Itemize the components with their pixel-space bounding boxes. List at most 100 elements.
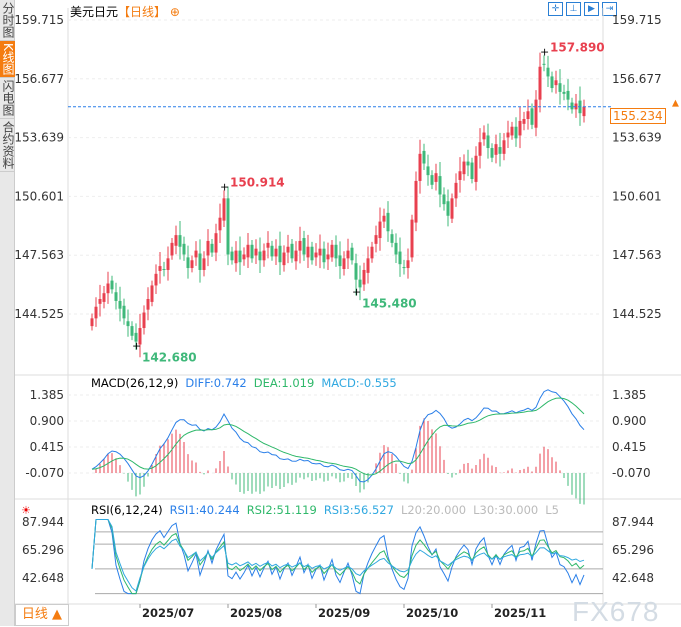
candle	[506, 132, 510, 138]
play-icon[interactable]: ▶	[584, 2, 599, 16]
tab-kline[interactable]: K线图	[0, 41, 15, 78]
candle	[478, 142, 482, 156]
candle	[374, 235, 378, 244]
candle	[318, 248, 322, 256]
extreme-marker: +	[352, 286, 361, 299]
candle	[170, 242, 174, 256]
add-compare-icon[interactable]: ⊕	[169, 5, 180, 19]
price-tick-right: 150.601	[612, 189, 662, 203]
candle	[142, 312, 146, 329]
macd-tick-left: 1.385	[30, 388, 64, 402]
candle	[366, 258, 370, 273]
candle	[418, 153, 422, 181]
dea-line	[91, 397, 585, 476]
candle	[434, 173, 438, 182]
date-label: 2025/08	[230, 606, 282, 620]
candle	[150, 285, 154, 302]
symbol-name: 美元日元	[70, 5, 119, 19]
candle	[130, 326, 134, 336]
candle	[474, 155, 478, 182]
candle	[234, 250, 238, 264]
candle	[190, 260, 194, 269]
macd-tick-left: 0.900	[30, 414, 64, 428]
candle	[346, 250, 350, 259]
rsi-tick-right: 42.648	[612, 571, 654, 585]
candle	[178, 235, 182, 247]
candle	[210, 243, 214, 253]
tab-contract-info[interactable]: 合约资料	[0, 119, 15, 172]
candle	[466, 161, 470, 166]
candle	[538, 66, 542, 100]
candle	[246, 244, 250, 258]
candle	[326, 254, 330, 260]
rsi1-line	[91, 519, 585, 595]
candle	[322, 248, 326, 263]
watermark: FX678	[572, 596, 660, 627]
tab-flash[interactable]: 闪电图	[0, 78, 15, 119]
candle	[438, 176, 442, 195]
macd-legend-2: DEA:1.019	[254, 376, 315, 390]
candle	[282, 252, 286, 266]
candle	[482, 132, 486, 140]
candle	[302, 238, 306, 255]
date-label: 2025/09	[318, 606, 370, 620]
candle	[350, 247, 354, 261]
price-tick-right: 153.639	[612, 131, 662, 145]
candle	[422, 150, 426, 164]
rsi-legend-1: RSI1:40.244	[170, 503, 240, 517]
rsi-legend-3: RSI3:56.527	[324, 503, 394, 517]
rsi-legend-0: RSI(6,12,24)	[91, 503, 163, 517]
candle	[90, 318, 94, 327]
tab-timeshare[interactable]: 分时图	[0, 0, 15, 41]
candle	[310, 246, 314, 261]
candle	[286, 246, 290, 253]
candle	[102, 293, 106, 302]
rsi-tick-left: 42.648	[22, 571, 64, 585]
price-tick-left: 147.563	[14, 248, 64, 262]
candle	[94, 306, 98, 319]
candle	[522, 119, 526, 124]
candle	[174, 235, 178, 246]
candle	[138, 328, 142, 345]
macd-legend-1: DIFF:0.742	[185, 376, 246, 390]
rsi-tick-left: 87.944	[22, 515, 64, 529]
candle	[378, 221, 382, 239]
candle	[518, 120, 522, 136]
extreme-marker: +	[132, 340, 141, 353]
price-tick-right: 147.563	[612, 248, 662, 262]
candle	[294, 250, 298, 262]
candle	[430, 175, 434, 185]
candle	[406, 260, 410, 269]
candle	[410, 219, 414, 258]
candle	[338, 255, 342, 267]
candle	[450, 198, 454, 219]
candle	[502, 140, 506, 154]
zoom-range-icon[interactable]: ⊥	[566, 2, 581, 16]
candle	[494, 144, 498, 155]
candle	[202, 258, 206, 270]
candle	[110, 280, 114, 290]
candle	[498, 147, 502, 154]
candle	[122, 305, 126, 319]
period-button[interactable]: 日线 ▲	[15, 604, 69, 626]
date-label: 2025/07	[142, 606, 194, 620]
candle	[446, 201, 450, 216]
diff-line	[91, 389, 585, 483]
rsi-legend-4: L20:20.000	[401, 503, 466, 517]
candle	[218, 217, 222, 231]
candle	[442, 194, 446, 205]
rsi3-line	[91, 519, 585, 592]
candle	[542, 63, 546, 65]
rsi-tick-left: 65.296	[22, 543, 64, 557]
candle	[262, 250, 266, 261]
candle	[194, 250, 198, 258]
candle	[114, 292, 118, 301]
candle	[382, 215, 386, 222]
macd-tick-left: 0.415	[30, 440, 64, 454]
rsi-tick-right: 87.944	[612, 515, 654, 529]
candle	[546, 67, 550, 77]
crosshair-icon[interactable]: ✛	[548, 2, 563, 16]
candle	[402, 267, 406, 269]
candle	[342, 258, 346, 269]
